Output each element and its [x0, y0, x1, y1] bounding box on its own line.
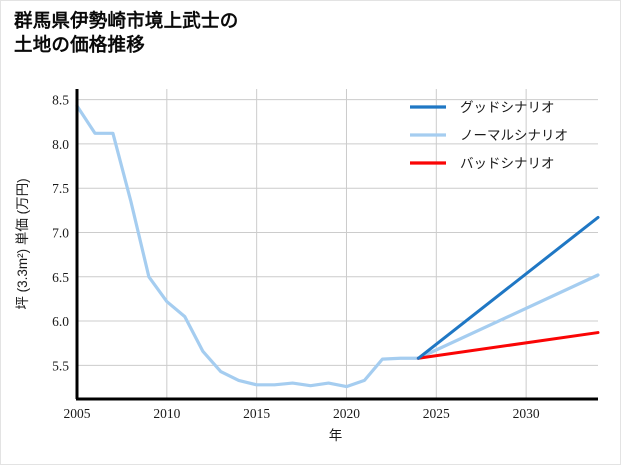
series-line-bad	[416, 331, 600, 360]
y-tick-label: 5.5	[52, 358, 69, 373]
x-axis-ticks: 2005 2010 2015 2020 2025 2030	[64, 406, 540, 421]
y-axis-ticks: 5.5 6.0 6.5 7.0 7.5 8.0 8.5	[52, 93, 69, 374]
x-axis-title: 年	[329, 428, 343, 443]
y-axis-title: 坪 (3.3m²) 単価 (万円)	[15, 178, 30, 309]
y-tick-label: 7.5	[52, 181, 69, 196]
legend-label-3: バッドシナリオ	[460, 156, 555, 171]
data-series-group	[75, 104, 600, 389]
x-tick-label: 2005	[64, 406, 91, 421]
x-tick-label: 2010	[153, 406, 180, 421]
y-tick-label: 7.0	[52, 225, 69, 240]
y-tick-label: 8.0	[52, 137, 69, 152]
series-line-good	[416, 215, 600, 360]
x-tick-label: 2025	[423, 406, 450, 421]
y-tick-label: 8.5	[52, 93, 69, 108]
x-tick-label: 2020	[333, 406, 360, 421]
series-line-normal	[75, 104, 600, 389]
y-tick-label: 6.5	[52, 270, 69, 285]
x-tick-label: 2015	[243, 406, 270, 421]
axis-spines	[75, 89, 598, 401]
legend-label-1: グッドシナリオ	[460, 100, 555, 115]
y-tick-label: 6.0	[52, 314, 69, 329]
plot-background	[77, 89, 598, 399]
page-title: 群馬県伊勢崎市境上武士の 土地の価格推移	[14, 10, 239, 56]
legend-label-2: ノーマルシナリオ	[460, 128, 568, 143]
x-tick-label: 2030	[513, 406, 540, 421]
